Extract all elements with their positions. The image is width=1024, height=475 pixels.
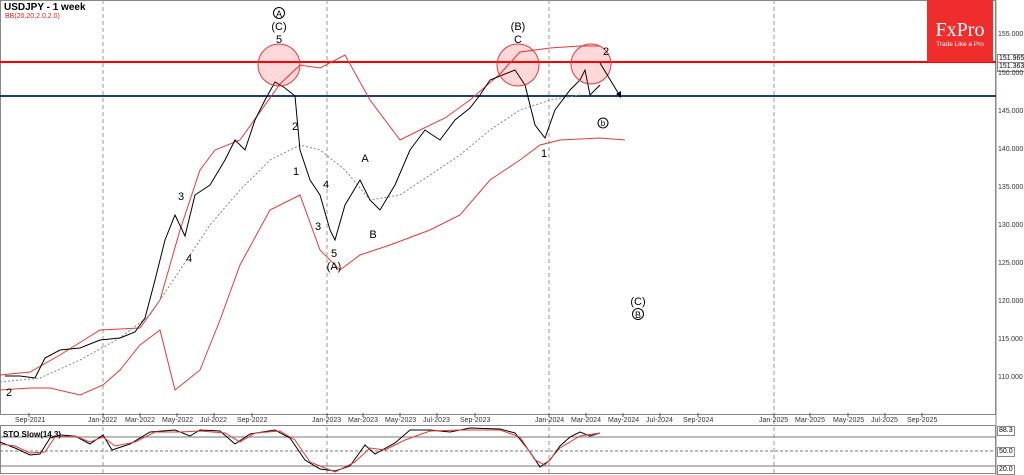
x-tick: Jan-2025 bbox=[759, 417, 789, 424]
oscillator-label: STO Slow(14,3) bbox=[3, 430, 62, 439]
x-tick: Jul-2024 bbox=[646, 417, 673, 424]
sto-level: 20.0 bbox=[997, 465, 1015, 475]
svg-text:3: 3 bbox=[178, 191, 184, 203]
x-tick: May-2024 bbox=[608, 417, 640, 424]
x-tick: Jan-2022 bbox=[88, 417, 118, 424]
logo-brand: FxPro bbox=[935, 19, 985, 41]
sto-level: 88.3 bbox=[997, 426, 1015, 436]
chart-title: USDJPY - 1 week bbox=[4, 2, 86, 13]
price-box-current: 151.363 bbox=[997, 62, 1024, 72]
indicator-label: BB(20,20,2.0,2.0) bbox=[5, 13, 60, 20]
y-tick: 155.000 bbox=[998, 31, 1024, 38]
svg-text:1: 1 bbox=[293, 166, 299, 178]
fxpro-logo: FxPro Trade Like a Pro bbox=[927, 0, 993, 62]
svg-text:5: 5 bbox=[276, 34, 282, 46]
x-tick: Jul-2025 bbox=[871, 417, 898, 424]
x-tick: Sep-2023 bbox=[460, 417, 491, 424]
x-tick: May-2022 bbox=[162, 417, 194, 424]
y-tick: 150.000 bbox=[998, 70, 1024, 77]
x-tick: Jul-2022 bbox=[200, 417, 227, 424]
svg-text:4: 4 bbox=[186, 253, 192, 265]
y-tick: 120.000 bbox=[998, 298, 1024, 305]
x-tick: Mar-2024 bbox=[571, 417, 601, 424]
y-tick: 110.000 bbox=[998, 374, 1023, 381]
y-tick: 135.000 bbox=[998, 184, 1024, 191]
svg-text:1: 1 bbox=[541, 148, 547, 160]
x-tick: Mar-2025 bbox=[795, 417, 825, 424]
svg-text:(C): (C) bbox=[271, 21, 286, 33]
svg-text:B: B bbox=[635, 310, 641, 320]
x-tick: Jan-2024 bbox=[535, 417, 565, 424]
svg-text:A: A bbox=[276, 9, 282, 19]
y-tick: 145.000 bbox=[998, 108, 1024, 115]
y-tick: 130.000 bbox=[998, 222, 1024, 229]
x-tick: Sep-2025 bbox=[907, 417, 938, 424]
svg-text:(C): (C) bbox=[630, 296, 645, 308]
svg-text:B: B bbox=[369, 229, 376, 241]
x-tick: Sep-2024 bbox=[683, 417, 714, 424]
svg-text:(B): (B) bbox=[511, 21, 526, 33]
svg-text:4: 4 bbox=[323, 179, 329, 191]
x-tick: Jan-2023 bbox=[312, 417, 342, 424]
y-tick: 125.000 bbox=[998, 260, 1024, 267]
svg-text:C: C bbox=[514, 34, 522, 46]
svg-text:3: 3 bbox=[315, 221, 321, 233]
svg-text:2: 2 bbox=[6, 387, 12, 399]
x-tick: Jul-2023 bbox=[423, 417, 450, 424]
x-tick: Sep-2022 bbox=[237, 417, 268, 424]
svg-text:(A): (A) bbox=[327, 261, 342, 273]
svg-text:2: 2 bbox=[292, 121, 298, 133]
sto-level: 50.0 bbox=[997, 447, 1015, 457]
x-tick: May-2023 bbox=[385, 417, 417, 424]
logo-tagline: Trade Like a Pro bbox=[936, 41, 984, 48]
x-tick: Mar-2022 bbox=[125, 417, 155, 424]
y-tick: 140.000 bbox=[998, 146, 1024, 153]
svg-text:A: A bbox=[361, 153, 369, 165]
y-tick: 115.000 bbox=[998, 336, 1023, 343]
svg-text:5: 5 bbox=[331, 248, 337, 260]
x-tick: May-2025 bbox=[833, 417, 865, 424]
svg-text:b: b bbox=[601, 119, 606, 128]
x-tick: Sep-2021 bbox=[15, 417, 46, 424]
svg-text:2: 2 bbox=[603, 46, 609, 58]
x-tick: Mar-2023 bbox=[348, 417, 378, 424]
